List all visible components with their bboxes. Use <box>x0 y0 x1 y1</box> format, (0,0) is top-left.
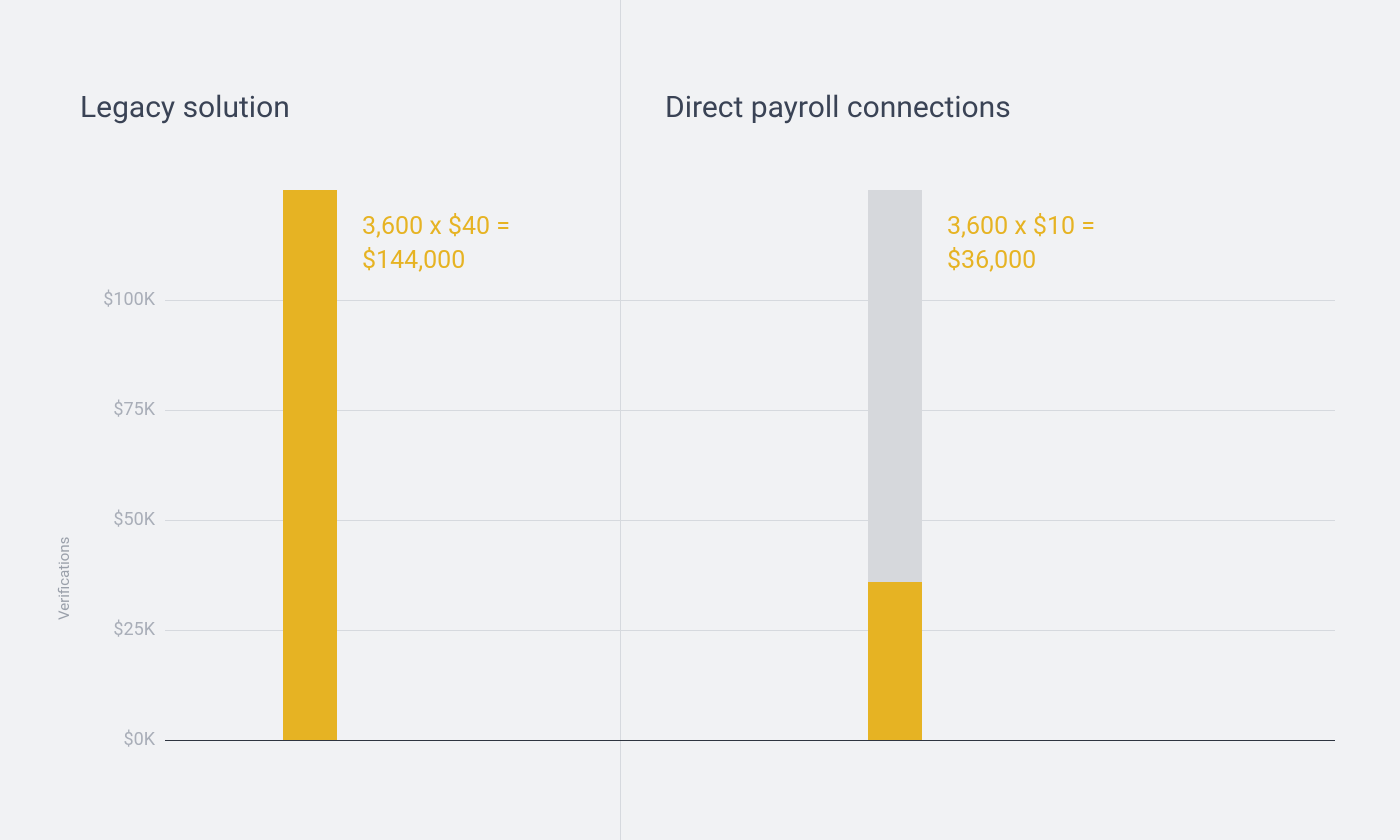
bar <box>283 190 337 740</box>
bar-annotation: 3,600 x $40 =$144,000 <box>362 210 510 278</box>
annotation-line: 3,600 x $10 = <box>947 210 1095 244</box>
y-axis-label: Verifications <box>55 537 73 620</box>
x-axis-baseline <box>165 740 1335 741</box>
y-tick-label: $50K <box>75 509 155 530</box>
gridline <box>165 410 1335 411</box>
bar-annotation: 3,600 x $10 =$36,000 <box>947 210 1095 278</box>
y-tick-label: $100K <box>75 289 155 310</box>
annotation-line: $36,000 <box>947 244 1095 278</box>
gridline <box>165 630 1335 631</box>
panel-title: Legacy solution <box>80 90 290 125</box>
y-tick-label: $25K <box>75 619 155 640</box>
gridline <box>165 520 1335 521</box>
bar <box>868 582 922 740</box>
gridline <box>165 300 1335 301</box>
panel-divider <box>620 0 621 840</box>
panel-title: Direct payroll connections <box>665 90 1011 125</box>
annotation-line: $144,000 <box>362 244 510 278</box>
y-tick-label: $75K <box>75 399 155 420</box>
y-tick-label: $0K <box>75 729 155 750</box>
annotation-line: 3,600 x $40 = <box>362 210 510 244</box>
chart-canvas: $0K $25K $50K $75K $100K Verifications Legacy … <box>0 0 1400 840</box>
